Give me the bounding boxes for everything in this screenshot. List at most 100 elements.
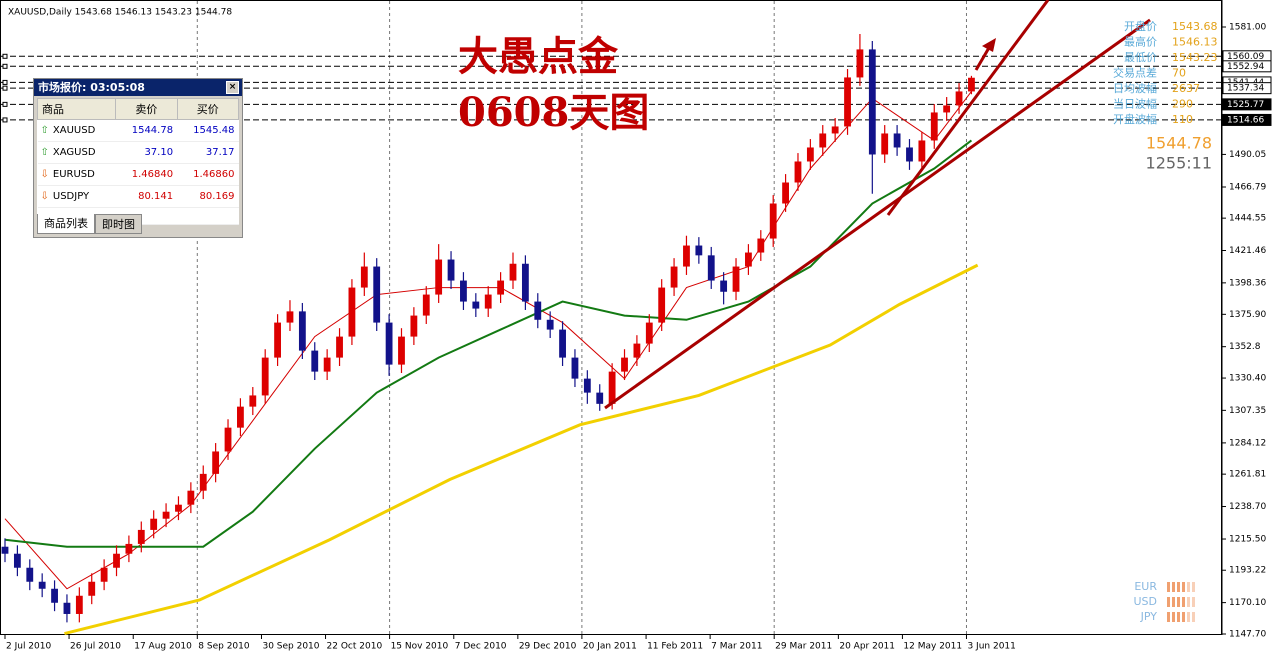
y-tick-label: 1490.05 (1229, 150, 1266, 160)
price-label-box (1222, 82, 1272, 95)
candle-body (447, 259, 455, 281)
strength-bar (1177, 597, 1180, 607)
candle-body (113, 553, 120, 568)
candle-body (175, 504, 182, 512)
candle-body (521, 263, 529, 302)
bar-timer: 1255:11 (1146, 154, 1212, 173)
candle-body (26, 567, 34, 582)
candle-body (51, 588, 58, 603)
y-tick-label: 1238.70 (1229, 502, 1266, 512)
close-button[interactable]: × (226, 81, 239, 94)
x-tick-label: 20 Jan 2011 (583, 642, 637, 652)
info-value: 1543.68 (1172, 20, 1218, 33)
info-value: 1543.23 (1172, 51, 1218, 64)
candle-body (398, 336, 405, 365)
info-label: 开盘价 (1124, 19, 1157, 33)
x-tick-label: 11 Feb 2011 (647, 642, 703, 652)
market-watch[interactable]: 市场报价: 03:05:08 × 商品 卖价 买价 ⇧ XAUUSD 1544.78 1… (33, 78, 243, 238)
price-label: 1514.66 (1227, 115, 1264, 125)
candle-body (336, 336, 343, 358)
moving-average (64, 263, 979, 636)
candle-body (695, 245, 703, 256)
y-tick-label: 1170.10 (1229, 598, 1266, 608)
candle-body (831, 126, 839, 134)
arrow (974, 45, 992, 71)
arrow-head (982, 38, 996, 52)
candle-body (460, 280, 467, 302)
candle-body (137, 529, 145, 544)
quote-row[interactable]: ⇩ EURUSD 1.46840 1.46860 (37, 163, 239, 186)
candle-body (658, 287, 666, 323)
candle-body (162, 511, 170, 519)
header: 买价 (176, 98, 240, 120)
candle-body (794, 161, 802, 183)
quote-row[interactable]: ⇧ XAUUSD 1544.78 1545.48 (37, 119, 239, 142)
candle-body (261, 357, 269, 396)
price-line-marker (2, 85, 8, 91)
candle-body (645, 322, 653, 344)
quote-row[interactable]: ⇧ XAGUSD 37.10 37.17 (37, 141, 239, 164)
symbol: EURUSD (52, 169, 95, 180)
y-tick-label: 1307.35 (1229, 406, 1266, 416)
strength-bar (1172, 582, 1175, 592)
x-tick-label: 29 Mar 2011 (775, 642, 832, 652)
x-tick-label: 29 Dec 2010 (519, 642, 577, 652)
price-label: 1560.09 (1227, 52, 1264, 62)
candle-body (670, 266, 678, 288)
candle-body (199, 473, 207, 491)
candle-body (212, 451, 220, 474)
candle-body (571, 357, 579, 379)
candle-body (187, 490, 195, 505)
tab[interactable]: 商品列表 (37, 214, 95, 234)
price-label-box (1222, 113, 1272, 126)
candle-body (497, 280, 505, 295)
direction-arrow: ⇩ (40, 191, 49, 202)
candle-body (348, 287, 356, 337)
candle-body (707, 255, 715, 281)
candle-body (955, 91, 963, 106)
bid: 37.10 (115, 141, 178, 164)
candle-body (930, 112, 938, 141)
candle-body (75, 595, 83, 614)
candle-body (757, 238, 765, 253)
x-tick-label: 22 Oct 2010 (327, 642, 383, 652)
info-value: 110 (1172, 113, 1193, 126)
tab[interactable]: 即时图 (95, 214, 142, 234)
strength-bar (1187, 597, 1190, 607)
candle-body (311, 350, 319, 372)
candle-body (782, 182, 789, 204)
strength-bar (1172, 612, 1175, 622)
price-label: 1525.77 (1227, 100, 1264, 110)
bid: 1.46840 (115, 163, 178, 186)
info-label: 最高价 (1124, 35, 1157, 49)
bid: 1544.78 (115, 119, 178, 142)
strength-bar (1192, 612, 1195, 622)
price-line-marker (2, 79, 8, 85)
y-tick-label: 1581.00 (1229, 23, 1266, 33)
candle-body (856, 49, 864, 78)
candle-body (906, 147, 913, 162)
symbol-cell: ⇩ EURUSD (37, 163, 116, 186)
y-tick-label: 1261.81 (1229, 470, 1266, 480)
strength-bar (1167, 612, 1170, 622)
x-tick-label: 7 Dec 2010 (455, 642, 507, 652)
info-value: 1546.13 (1172, 36, 1218, 49)
candle-body (881, 133, 889, 155)
candle-body (100, 567, 108, 582)
candle-body (249, 395, 257, 407)
last-price: 1544.78 (1146, 134, 1212, 153)
y-tick-label: 1375.90 (1229, 310, 1266, 320)
candle-body (410, 315, 418, 337)
candle-body (63, 602, 71, 614)
price-line-marker (2, 101, 8, 107)
title: 市场报价: 03:05:08 (38, 81, 145, 94)
y-tick-label: 1444.55 (1229, 214, 1266, 224)
annotation: 0608天图 (458, 89, 649, 136)
info-label: 日均波幅 (1113, 82, 1157, 95)
strength-bar (1167, 597, 1170, 607)
chart-header: XAUUSD,Daily 1543.68 1546.13 1543.23 154… (8, 8, 232, 18)
quote-row[interactable]: ⇩ USDJPY 80.141 80.169 (37, 185, 239, 208)
candle-body (918, 140, 926, 162)
y-tick-label: 1352.8 (1229, 342, 1261, 352)
